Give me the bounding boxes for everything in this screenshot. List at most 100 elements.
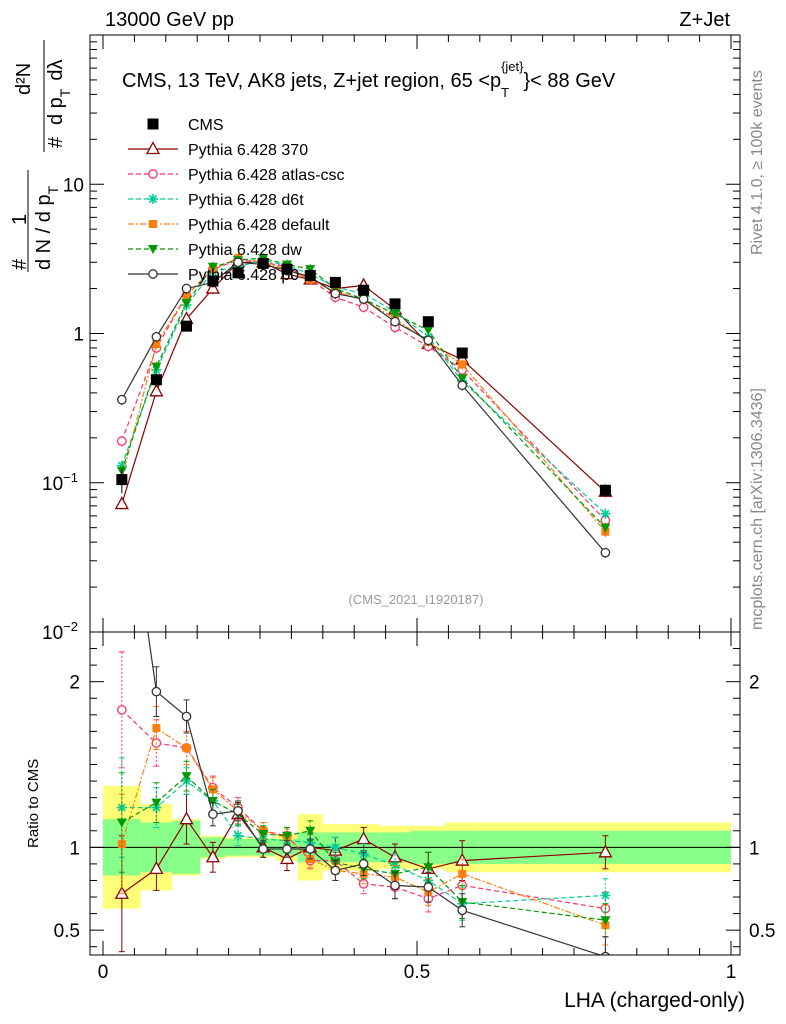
ratio-point — [598, 844, 613, 858]
legend-marker — [148, 169, 158, 179]
series-point — [457, 380, 468, 391]
legend-marker — [145, 141, 161, 155]
legend-label: Pythia 6.428 default — [188, 217, 330, 234]
legend-label: CMS — [188, 117, 224, 134]
series-line-4 — [121, 257, 606, 529]
ylabel-hash-1: # — [9, 258, 31, 270]
ratio-line-2 — [121, 780, 606, 905]
data-point — [207, 275, 219, 287]
legend-marker — [149, 220, 157, 228]
ratio-point — [116, 818, 127, 828]
ratio-point — [457, 905, 468, 916]
rivet-label: Rivet 4.1.0, ≥ 100k events — [749, 70, 766, 255]
series-point — [358, 294, 369, 304]
series-point — [390, 310, 401, 320]
series-point — [423, 335, 434, 346]
ratio-series-group — [114, 446, 613, 955]
data-point — [257, 257, 269, 269]
legend-marker — [148, 269, 158, 279]
ratio-line-1 — [121, 709, 606, 910]
data-point — [281, 263, 293, 275]
series-point — [181, 283, 192, 294]
legend: CMS Pythia 6.428 370 Pythia 6.428 atlas-cs… — [128, 117, 345, 284]
series-point — [390, 316, 400, 327]
ratio-point — [279, 851, 295, 865]
ylabel-dpt: d pTdλ — [45, 60, 73, 126]
series-point — [458, 360, 467, 369]
ratio-point — [179, 811, 194, 825]
ratio-line-0 — [121, 813, 606, 895]
x-axis-label: LHA (charged-only) — [564, 989, 745, 1012]
ratio-point — [181, 711, 192, 722]
main-panel: 10−2 10−1 1 10 CMS, 13 TeV, AK8 jets, Z+jet… — [42, 34, 741, 644]
ratio-point — [181, 772, 192, 782]
ratio-point — [600, 951, 610, 955]
data-point — [232, 267, 244, 279]
series-point — [457, 374, 468, 384]
ratio-point — [118, 446, 126, 454]
ylabel-hash-2: # — [45, 136, 67, 148]
series-point — [116, 394, 127, 405]
legend-label: Pythia 6.428 d6t — [188, 192, 304, 209]
ratio-line-5 — [147, 632, 603, 955]
y-tick-label-ratio-right: 1 — [749, 838, 760, 859]
x-tick-label: 0 — [98, 962, 109, 983]
process-label: Z+Jet — [679, 9, 730, 31]
ratio-point — [151, 798, 162, 808]
ratio-point — [233, 830, 244, 841]
legend-marker — [147, 118, 159, 130]
ratio-point — [233, 806, 243, 816]
data-point — [116, 474, 128, 486]
series-point — [181, 299, 192, 309]
energy-label: 13000 GeV pp — [105, 9, 234, 31]
ratio-point — [330, 865, 341, 876]
data-point — [599, 484, 611, 496]
series-point — [207, 262, 218, 272]
series-point — [116, 460, 127, 471]
y-tick-label-ratio-right: 0.5 — [749, 921, 775, 942]
chart-title: CMS, 13 TeV, AK8 jets, Z+jet region, 65 … — [122, 59, 616, 100]
ratio-frame — [89, 631, 741, 956]
data-point — [304, 269, 316, 281]
data-point — [358, 284, 370, 296]
ratio-point — [208, 809, 218, 820]
series-point — [330, 288, 341, 299]
series-point — [423, 326, 434, 336]
ratio-line-3 — [121, 727, 606, 926]
series-point — [149, 383, 164, 397]
y-tick-label-ratio: 0.5 — [54, 921, 80, 942]
ratio-point — [258, 830, 269, 840]
legend-label: Pythia 6.428 370 — [188, 142, 308, 159]
ratio-point — [114, 885, 129, 899]
ratio-point — [207, 796, 218, 806]
y-axis-title-main: # 1 d N / d pT # d²N d pTdλ — [9, 40, 73, 272]
ratio-point — [282, 831, 293, 841]
ratio-point — [390, 880, 400, 891]
ylabel-denominator: d N / d pT — [33, 185, 61, 270]
ratio-point — [149, 861, 164, 875]
mcplots-label: mcplots.cern.ch [arXiv:1306.3436] — [749, 388, 766, 630]
ratio-ylabel: Ratio to CMS — [25, 759, 42, 848]
analysis-id: (CMS_2021_I1920187) — [348, 592, 483, 607]
data-point — [181, 320, 193, 332]
ratio-point — [305, 844, 316, 854]
ratio-point — [458, 869, 467, 878]
y-tick-label-main: 10 — [63, 175, 84, 196]
ratio-point — [330, 842, 341, 853]
legend-marker — [148, 194, 158, 204]
x-tick-label: 1 — [726, 962, 737, 983]
ratio-point — [151, 686, 162, 697]
ratio-point — [305, 826, 316, 836]
legend-label: Pythia 6.428 dw — [188, 242, 302, 259]
series-point — [114, 496, 129, 510]
y-tick-label-ratio: 1 — [69, 838, 80, 859]
y-tick-label-main: 10−2 — [42, 619, 78, 644]
ratio-point — [600, 890, 611, 901]
series-point — [600, 508, 611, 519]
ylabel-one: 1 — [9, 214, 31, 225]
data-point — [456, 347, 468, 359]
data-point — [422, 316, 434, 328]
series-point — [305, 265, 316, 275]
ratio-point — [358, 859, 369, 869]
